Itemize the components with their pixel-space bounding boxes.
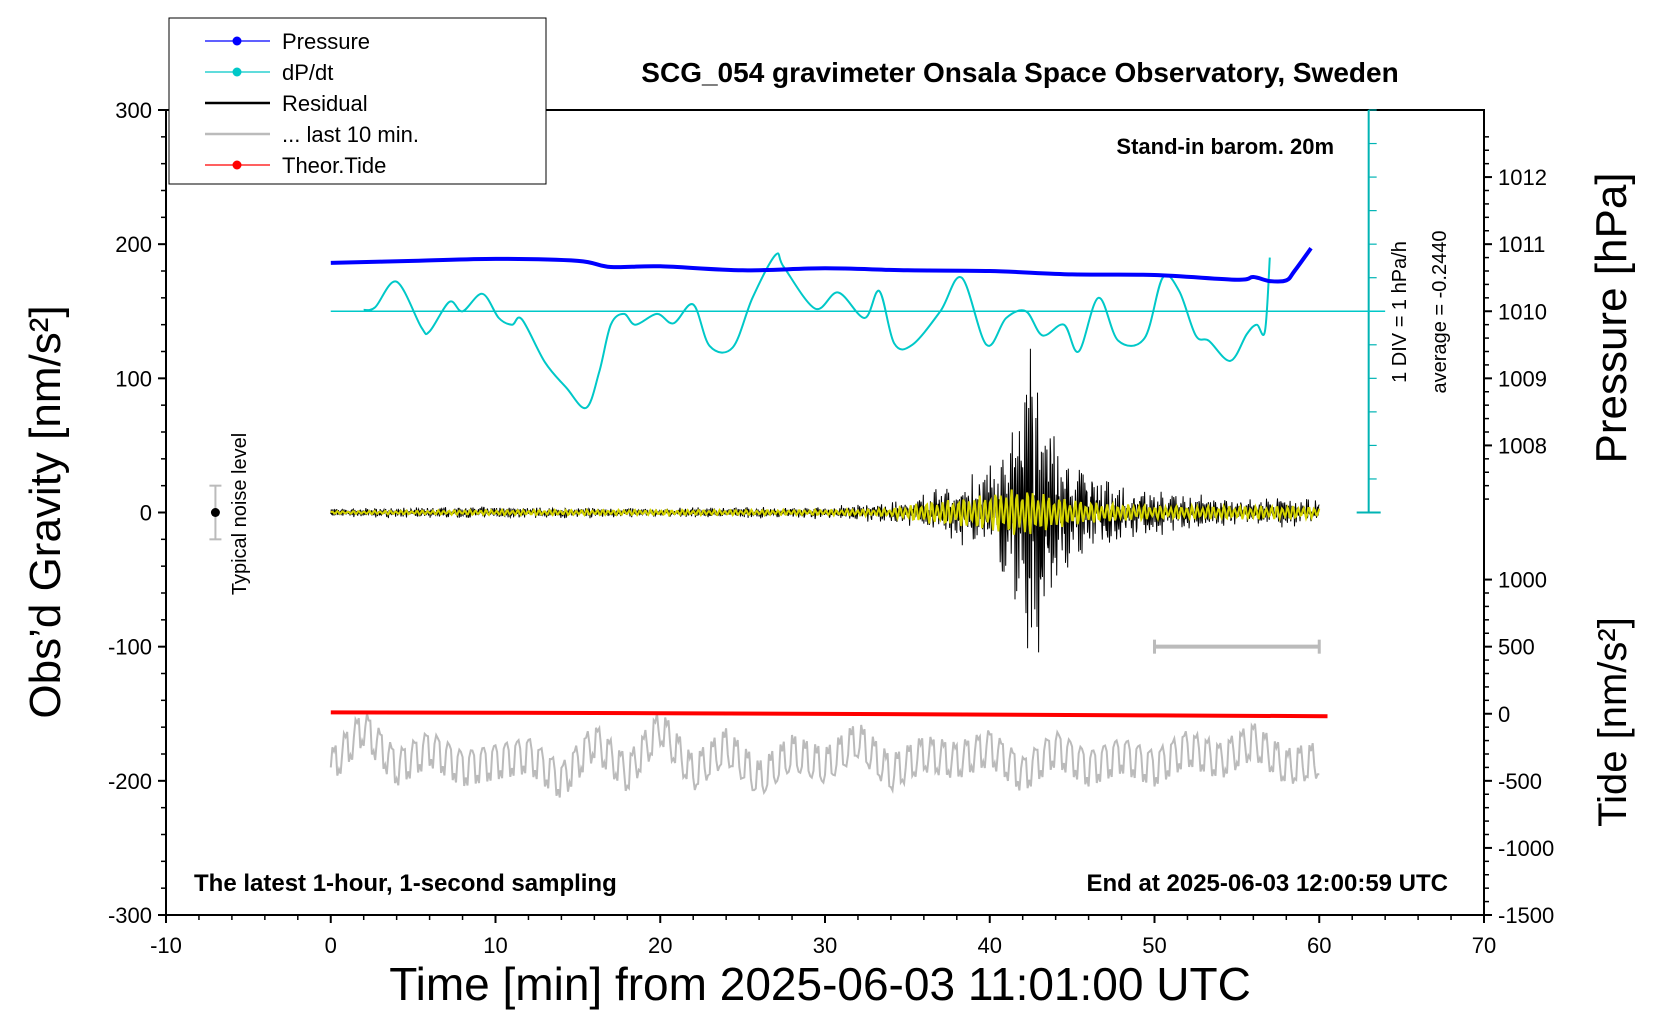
y-ticks-left: 300 200 100 0 -100 -200 -300 xyxy=(108,98,166,928)
tide-tick-label: 500 xyxy=(1498,635,1535,660)
x-tick-label: -10 xyxy=(150,933,182,958)
y-ticks-pressure: 1012 1011 1010 1009 1008 xyxy=(1484,136,1547,500)
x-tick-label: 50 xyxy=(1142,933,1166,958)
x-tick-label: 60 xyxy=(1307,933,1331,958)
tide-tick-label: 1000 xyxy=(1498,568,1547,593)
tide-tick-label: -1000 xyxy=(1498,836,1554,861)
pressure-tick-label: 1010 xyxy=(1498,299,1547,324)
x-tick-label: 0 xyxy=(325,933,337,958)
tide-tick-label: 0 xyxy=(1498,702,1510,727)
legend-swatch-marker xyxy=(232,67,242,77)
filtered-residual-line xyxy=(330,489,1321,535)
sampling-note: The latest 1-hour, 1-second sampling xyxy=(194,870,617,897)
y-tick-label: -300 xyxy=(108,903,152,928)
tide-tick-label: -1500 xyxy=(1498,903,1554,928)
noise-level-note: Typical noise level xyxy=(229,433,251,595)
end-time-note: End at 2025-06-03 12:00:59 UTC xyxy=(1087,870,1449,897)
last-10min-line xyxy=(329,713,1320,798)
y-ticks-tide: 1000 500 0 -500 -1000 -1500 xyxy=(1484,568,1554,928)
tide-tick-label: -500 xyxy=(1498,769,1542,794)
y-tick-label: 300 xyxy=(115,98,152,123)
y-tick-label: 100 xyxy=(115,366,152,391)
x-tick-label: 40 xyxy=(978,933,1002,958)
x-tick-label: 70 xyxy=(1472,933,1496,958)
residual-series-line xyxy=(330,348,1320,653)
y-axis-label-pressure: Pressure [hPa] xyxy=(1587,172,1636,463)
average-note: average = -0.2440 xyxy=(1429,231,1451,394)
y-axis-label-left: Obs’d Gravity [nm/s²] xyxy=(21,305,70,718)
y-tick-label: 0 xyxy=(140,501,152,526)
pressure-tick-label: 1011 xyxy=(1498,232,1545,257)
pressure-tick-label: 1009 xyxy=(1498,366,1547,391)
x-tick-label: 20 xyxy=(648,933,672,958)
div-scale-note: 1 DIV = 1 hPa/h xyxy=(1389,241,1411,383)
y-tick-label: -100 xyxy=(108,635,152,660)
theor-tide-line xyxy=(330,710,1328,719)
series-layer xyxy=(209,247,1386,798)
legend-label: Residual xyxy=(282,91,368,116)
y-tick-label: 200 xyxy=(115,232,152,257)
legend-swatch-marker xyxy=(232,160,242,170)
x-tick-label: 30 xyxy=(813,933,837,958)
legend-box xyxy=(168,17,547,185)
pressure-series-line xyxy=(330,247,1313,284)
legend: Pressure dP/dt Residual ... last 10 min. The… xyxy=(168,17,547,185)
legend-label: ... last 10 min. xyxy=(282,122,419,147)
y-tick-label: -200 xyxy=(108,769,152,794)
legend-label: Pressure xyxy=(282,29,370,54)
legend-swatch-marker xyxy=(232,36,242,46)
legend-label: dP/dt xyxy=(282,60,333,85)
y-axis-label-tide: Tide [nm/s²] xyxy=(1591,617,1635,827)
x-tick-label: 10 xyxy=(483,933,507,958)
pressure-tick-label: 1012 xyxy=(1498,165,1547,190)
chart-title: SCG_054 gravimeter Onsala Space Observat… xyxy=(641,57,1398,88)
pressure-tick-label: 1008 xyxy=(1498,433,1547,458)
barometer-note: Stand-in barom. 20m xyxy=(1116,134,1334,159)
dpdt-series-line xyxy=(363,252,1271,410)
x-axis-label: Time [min] from 2025-06-03 11:01:00 UTC xyxy=(389,958,1251,1010)
noise-bar-dot xyxy=(210,508,220,517)
x-ticks: -10 0 10 20 30 40 50 60 70 xyxy=(150,915,1496,958)
legend-label: Theor.Tide xyxy=(282,153,386,178)
